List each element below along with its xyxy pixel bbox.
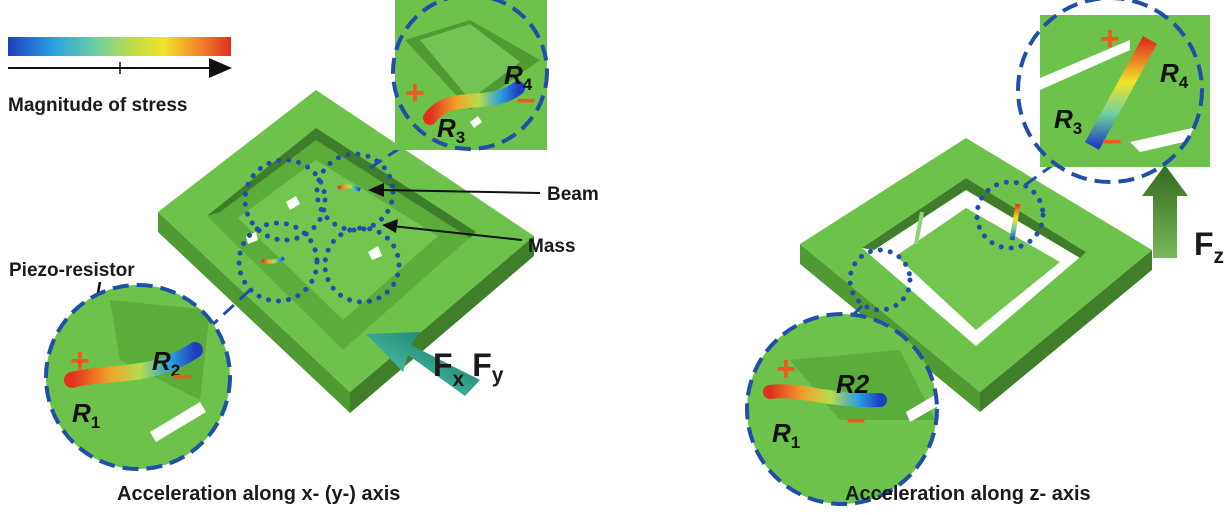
right-device-side-right [980, 250, 1152, 412]
left-bottom-inset-r1: R1 [72, 398, 100, 432]
right-bottom-inset: R2 R1 + − [745, 312, 939, 506]
stress-legend: Magnitude of stress [8, 37, 232, 116]
left-dotted-circle-2 [314, 151, 396, 233]
right-bottom-inset-plus: + [776, 350, 796, 388]
right-top-inset-slit-bottom [1130, 124, 1202, 152]
left-dotted-circle-1 [242, 157, 328, 243]
fz-label: Fz [1194, 226, 1224, 268]
label-beam: Beam [547, 184, 599, 205]
mass-pointer [391, 225, 523, 241]
left-dotted-circles [236, 151, 402, 305]
right-top-inset-plus: + [1100, 20, 1120, 58]
left-top-inset-minus: − [516, 82, 536, 120]
left-top-inset-plus: + [405, 74, 425, 112]
left-bottom-inset-minus: − [172, 358, 192, 396]
fz-force: Fz [1142, 165, 1224, 268]
fx-fy-label: Fx Fy [433, 347, 504, 391]
left-top-inset-r3: R3 [437, 113, 465, 147]
right-bottom-inset-r1: R1 [772, 418, 800, 452]
right-caption: Acceleration along z- axis [845, 483, 1091, 505]
left-proof-mass [238, 160, 438, 320]
left-device-cavity-wall [207, 128, 476, 238]
right-bottom-inset-circle [745, 312, 939, 506]
right-device-cavity-wall [862, 178, 1086, 258]
left-bottom-inset-slit [150, 402, 206, 442]
right-dotted-circles [847, 179, 1046, 313]
beam-pointer-head [368, 183, 384, 197]
left-bottom-inset-plus: + [70, 342, 90, 380]
left-top-inset-circle [391, 0, 549, 151]
right-top-inset-r3: R3 [1054, 104, 1082, 138]
left-top-inset: R4 R3 + − [391, 0, 549, 151]
right-beam-top [1009, 203, 1021, 241]
left-top-inset-facet [420, 24, 520, 100]
left-bottom-inset-r2: R2 [152, 346, 180, 380]
label-piezo-resistor: Piezo-resistor [9, 260, 135, 281]
left-top-inset-slit [470, 116, 482, 128]
left-top-inset-r4: R4 [504, 60, 533, 94]
legend-title: Magnitude of stress [8, 95, 187, 116]
left-dotted-circle-4 [322, 225, 402, 305]
beam-pointer [377, 189, 541, 194]
left-bottom-inset-beam [64, 342, 203, 388]
left-top-inset-beam [423, 81, 525, 125]
left-device-side-right [350, 236, 534, 413]
left-device-side-left [158, 212, 350, 413]
right-top-inset-r4: R4 [1160, 58, 1189, 92]
right-dotted-circle-2 [847, 247, 913, 313]
right-top-inset-slit-top [1040, 40, 1130, 90]
right-top-inset: R4 R3 + − [1016, 0, 1210, 184]
right-proof-mass [896, 208, 1060, 330]
fx-arrow [366, 332, 480, 396]
left-bottom-inset-facet [110, 300, 210, 400]
legend-arrowhead [209, 58, 232, 78]
left-beam-top [337, 184, 361, 192]
fx-fy-force: Fx Fy [366, 332, 504, 396]
right-device [800, 138, 1152, 412]
left-beam-left [261, 256, 285, 264]
left-bottom-inset-circle [44, 283, 232, 471]
mass-pointer-head [382, 219, 398, 233]
left-connector-bottom [194, 288, 252, 342]
right-top-inset-circle [1016, 0, 1204, 184]
left-connector-top [369, 126, 431, 170]
fz-arrow [1142, 165, 1188, 258]
right-top-inset-minus: − [1102, 123, 1122, 161]
right-beam-left [914, 211, 924, 245]
stress-colorbar [8, 37, 231, 56]
right-bottom-inset-minus: − [846, 402, 866, 440]
left-labels: Beam Mass Piezo-resistor [9, 183, 599, 350]
left-caption: Acceleration along x- (y-) axis [117, 483, 400, 505]
left-bottom-inset: R2 R1 + − [44, 283, 232, 471]
label-mass: Mass [528, 236, 576, 257]
right-top-inset-beam [1084, 36, 1158, 150]
left-slit-2 [368, 246, 382, 260]
left-dotted-circle-3 [236, 220, 320, 304]
left-slit-1 [286, 196, 300, 210]
right-bottom-inset-r2: R2 [836, 369, 870, 399]
left-device [158, 90, 534, 413]
right-dotted-circle-1 [974, 179, 1046, 251]
right-bottom-inset-beam [763, 384, 887, 408]
